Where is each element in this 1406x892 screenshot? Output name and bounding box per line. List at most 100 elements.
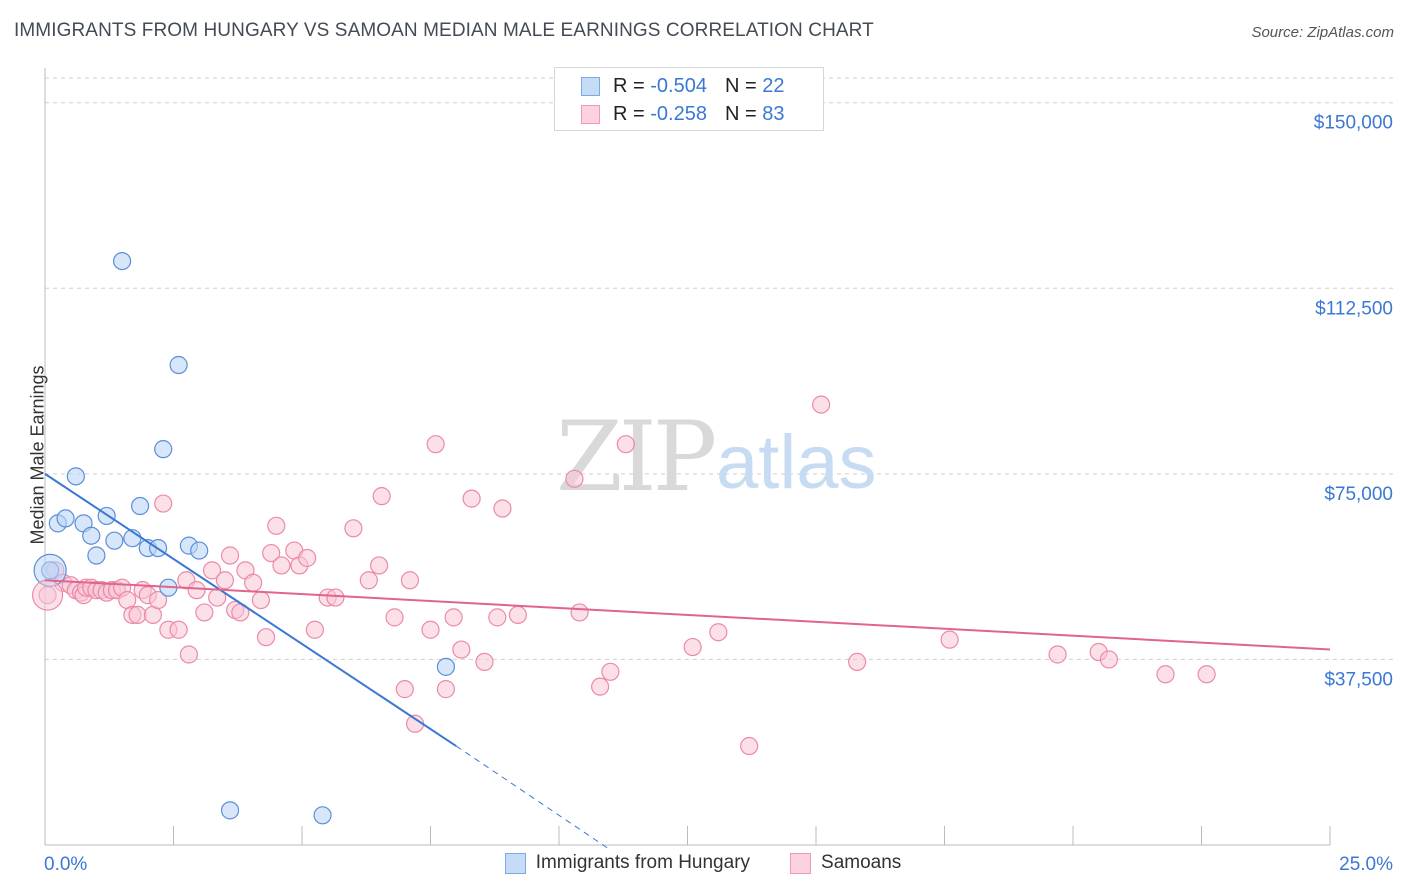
samoans-point xyxy=(848,652,867,672)
watermark-zip: ZIP xyxy=(556,401,715,513)
samoans-point xyxy=(591,677,610,696)
samoans-point xyxy=(202,561,222,580)
hungary-point xyxy=(112,251,132,271)
samoans-point xyxy=(251,590,270,610)
samoans-point xyxy=(267,516,286,535)
hungary-point xyxy=(313,806,332,825)
samoans-point xyxy=(169,620,188,639)
samoans-point xyxy=(344,519,363,538)
samoans-point xyxy=(372,487,391,506)
legend-n-label: N = xyxy=(724,74,757,97)
y-tick-label: $150,000 xyxy=(1314,113,1393,134)
x-tick-label: 0.0% xyxy=(44,854,87,875)
samoans-point xyxy=(187,581,206,600)
samoans-point xyxy=(400,571,420,590)
samoans-point xyxy=(148,590,168,610)
legend-swatch-hungary xyxy=(581,76,600,96)
legend-r-value: -0.258 xyxy=(650,102,707,125)
samoans-point xyxy=(220,546,240,565)
hungary-point xyxy=(105,531,124,550)
legend-n-label: N = xyxy=(724,102,757,125)
samoans-point xyxy=(326,588,345,607)
samoans-point xyxy=(215,571,234,590)
watermark-atlas: atlas xyxy=(716,420,877,505)
samoans-point xyxy=(426,435,445,454)
samoans-point xyxy=(488,608,507,627)
samoans-point xyxy=(508,605,527,625)
y-tick-label: $75,000 xyxy=(1324,484,1393,505)
samoans-point xyxy=(421,620,440,639)
series-legend: Immigrants from Hungary Samoans xyxy=(0,852,1406,874)
hungary-trendline-extension xyxy=(455,745,611,851)
samoans-point xyxy=(462,489,481,508)
samoans-point xyxy=(385,608,404,627)
samoans-point xyxy=(709,623,728,642)
samoans-point xyxy=(493,499,512,518)
correlation-legend: R = -0.504 N = 22 R = -0.258 N = 83 xyxy=(554,67,824,131)
samoans-point xyxy=(1156,665,1175,684)
samoans-point xyxy=(475,652,494,672)
legend-r-label: R = xyxy=(613,102,645,125)
hungary-point xyxy=(87,546,106,565)
legend-row-hungary: R = -0.504 N = 22 xyxy=(581,74,784,98)
samoans-point xyxy=(395,680,414,699)
hungary-point xyxy=(66,467,85,486)
samoans-point xyxy=(370,556,389,575)
legend-swatch-samoans xyxy=(581,104,600,124)
x-tick-label: 25.0% xyxy=(1339,854,1393,875)
samoans-point xyxy=(1048,645,1067,664)
samoans-point xyxy=(128,605,147,625)
hungary-point xyxy=(220,801,240,820)
samoans-point xyxy=(570,603,589,622)
samoans-point xyxy=(179,645,199,664)
samoans-point xyxy=(436,680,456,699)
hungary-point xyxy=(436,657,456,676)
legend-r-label: R = xyxy=(613,74,645,97)
samoans-trendline xyxy=(44,579,1331,651)
hungary-point xyxy=(190,541,209,560)
samoans-point xyxy=(262,543,281,563)
samoans-point xyxy=(359,571,378,590)
samoans-point xyxy=(452,640,471,659)
samoans-point xyxy=(1197,665,1216,684)
legend-item-hungary: Immigrants from Hungary xyxy=(504,852,751,874)
chart-title: IMMIGRANTS FROM HUNGARY VS SAMOAN MEDIAN… xyxy=(14,20,874,41)
legend-r-value: -0.504 xyxy=(650,74,707,97)
legend-label-hungary: Immigrants from Hungary xyxy=(535,852,751,873)
y-tick-label: $112,500 xyxy=(1315,298,1393,319)
hungary-point xyxy=(82,526,101,545)
samoans-point xyxy=(940,630,959,649)
samoans-point xyxy=(256,628,276,647)
samoans-point xyxy=(305,620,324,639)
samoans-point xyxy=(1099,650,1119,669)
hungary-point xyxy=(169,355,188,375)
legend-row-samoans: R = -0.258 N = 83 xyxy=(581,102,784,126)
samoans-point xyxy=(740,736,759,756)
samoans-point xyxy=(565,469,584,488)
samoans-point xyxy=(195,603,214,622)
hungary-trendline xyxy=(44,473,457,747)
legend-label-samoans: Samoans xyxy=(821,852,902,873)
y-tick-label: $37,500 xyxy=(1324,669,1393,690)
hungary-point xyxy=(130,496,150,516)
hungary-point xyxy=(56,509,75,528)
samoans-point xyxy=(812,395,831,414)
legend-swatch-samoans xyxy=(790,852,812,874)
legend-swatch-hungary xyxy=(504,852,526,874)
samoans-point xyxy=(444,608,463,627)
samoans-point xyxy=(272,556,291,575)
samoans-point xyxy=(616,435,635,454)
source-label: Source: ZipAtlas.com xyxy=(1251,24,1394,41)
legend-item-samoans: Samoans xyxy=(790,852,901,874)
samoans-point xyxy=(244,573,263,592)
y-axis-label: Median Male Earnings xyxy=(27,365,48,545)
hungary-point xyxy=(154,440,173,459)
legend-n-value: 83 xyxy=(762,102,785,125)
samoans-point xyxy=(31,579,64,611)
samoans-point xyxy=(601,662,620,681)
samoans-point xyxy=(683,637,702,657)
samoans-point xyxy=(298,548,317,568)
legend-n-value: 22 xyxy=(762,74,785,97)
samoans-point xyxy=(154,494,173,513)
